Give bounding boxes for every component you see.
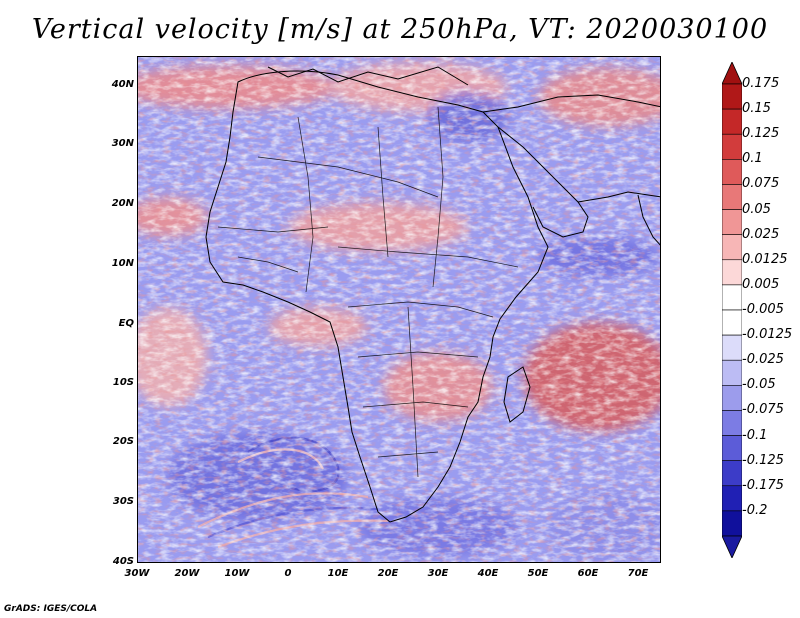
- colorbar-label: -0.0125: [742, 327, 793, 343]
- colorbar-bin: [722, 284, 742, 311]
- vertical-velocity-map: [138, 57, 660, 562]
- lon-label-0: 0: [284, 568, 292, 579]
- colorbar-label: 0.075: [742, 176, 780, 192]
- lon-label-10w: 10W: [224, 568, 250, 579]
- lat-label-10s: 10S: [112, 377, 134, 388]
- colorbar-bin: [722, 410, 742, 436]
- lon-label-70e: 70E: [627, 568, 649, 579]
- lat-label-30s: 30S: [112, 496, 134, 507]
- lat-label-30n: 30N: [111, 138, 134, 149]
- colorbar: [722, 62, 742, 558]
- fine-texture-red: [138, 57, 660, 562]
- colorbar-bin: [722, 133, 742, 160]
- colorbar-bin: [722, 309, 742, 336]
- colorbar-bottom-arrow: [722, 535, 742, 558]
- colorbar-label: -0.005: [742, 302, 784, 317]
- colorbar-label: -0.175: [742, 477, 784, 493]
- lon-label-20e: 20E: [377, 568, 399, 579]
- figure-title: Vertical velocity [m/s] at 250hPa, VT: 2…: [31, 14, 769, 45]
- lon-label-50e: 50E: [527, 568, 549, 579]
- colorbar-bin: [722, 159, 742, 185]
- lon-label-20w: 20W: [174, 568, 200, 579]
- colorbar-label: -0.075: [742, 402, 784, 418]
- lon-label-40e: 40E: [477, 568, 499, 579]
- colorbar-bin: [722, 108, 742, 135]
- colorbar-label: -0.125: [742, 452, 784, 468]
- colorbar-bin: [722, 209, 742, 235]
- colorbar-top-arrow: [722, 62, 742, 85]
- lon-label-60e: 60E: [577, 568, 599, 579]
- colorbar-bin: [722, 435, 742, 461]
- colorbar-label: 0.175: [742, 76, 780, 91]
- colorbar-label: 0.005: [742, 276, 780, 292]
- colorbar-bin: [722, 234, 742, 261]
- colorbar-label: -0.05: [742, 377, 776, 393]
- lat-label-20s: 20S: [112, 436, 134, 447]
- colorbar-bin: [722, 460, 742, 487]
- map-panel: [137, 56, 661, 563]
- colorbar-bin: [722, 83, 742, 110]
- footer-credit: GrADS: IGES/COLA: [4, 604, 98, 614]
- colorbar-bin: [722, 485, 742, 512]
- lat-label-10n: 10N: [111, 258, 134, 269]
- colorbar-label: 0.15: [742, 101, 771, 117]
- country-borders: [217, 106, 519, 478]
- colorbar-label: -0.025: [742, 352, 784, 368]
- lat-label-20n: 20N: [111, 198, 134, 209]
- colorbar-bin: [722, 259, 742, 286]
- lon-label-30e: 30E: [427, 568, 449, 579]
- colorbar-bin: [722, 334, 742, 361]
- colorbar-label: -0.2: [742, 502, 768, 518]
- colorbar-label: 0.0125: [742, 251, 788, 267]
- colorbar-bin: [722, 510, 742, 537]
- lat-label-40s: 40S: [112, 556, 134, 567]
- lat-label-40n: 40N: [111, 79, 134, 90]
- lat-label-eq: EQ: [118, 318, 134, 329]
- lon-label-10e: 10E: [327, 568, 349, 579]
- colorbar-label: 0.125: [742, 126, 780, 142]
- colorbar-bin: [722, 385, 742, 411]
- colorbar-label: 0.025: [742, 226, 780, 242]
- colorbar-label: 0.05: [742, 201, 771, 217]
- colorbar-bin: [722, 359, 742, 386]
- lon-label-30w: 30W: [124, 568, 150, 579]
- coastlines: [205, 66, 660, 523]
- colorbar-bin: [722, 184, 742, 210]
- colorbar-label: -0.1: [742, 427, 768, 443]
- colorbar-label: 0.1: [742, 151, 763, 167]
